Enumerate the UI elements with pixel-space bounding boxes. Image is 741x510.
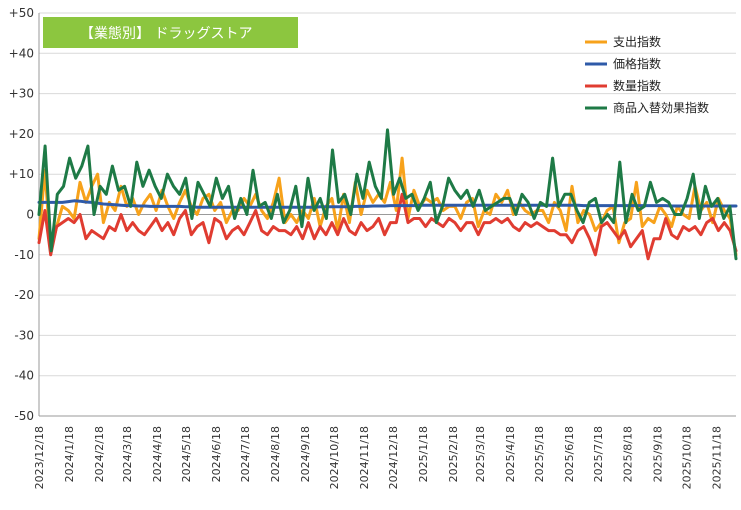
x-tick-label: 2024/11/18 xyxy=(358,426,371,489)
y-tick-label: +10 xyxy=(9,167,34,181)
x-tick-label: 2024/10/18 xyxy=(328,426,341,489)
x-tick-label: 2024/9/18 xyxy=(299,426,312,482)
x-tick-label: 2025/8/18 xyxy=(622,426,635,482)
legend-label: 数量指数 xyxy=(613,78,661,93)
x-tick-label: 2025/2/18 xyxy=(447,426,460,482)
grid-lines xyxy=(38,12,736,417)
series-line-1 xyxy=(37,199,738,209)
x-tick-label: 2024/2/18 xyxy=(93,426,106,482)
series-line-3 xyxy=(37,128,738,261)
x-tick-label: 2024/6/18 xyxy=(210,426,223,482)
x-tick-label: 2025/10/18 xyxy=(681,426,694,489)
y-tick-label: +30 xyxy=(9,87,34,101)
y-tick-label: -10 xyxy=(14,248,34,262)
legend-label: 支出指数 xyxy=(613,34,661,49)
y-axis: -50 -40 -30 -20 -10 0 +10 +20 +30 +40 +50 xyxy=(9,6,34,423)
x-axis: 2023/12/18 2024/1/18 2024/2/18 2024/3/18 202… xyxy=(33,426,724,489)
y-tick-label: -50 xyxy=(14,409,34,423)
x-tick-label: 2024/8/18 xyxy=(269,426,282,482)
y-tick-label: -40 xyxy=(14,369,34,383)
x-tick-label: 2025/5/18 xyxy=(533,426,546,482)
legend-label: 価格指数 xyxy=(613,56,661,71)
x-tick-label: 2025/4/18 xyxy=(504,426,517,482)
y-tick-label: -20 xyxy=(14,288,34,302)
x-tick-label: 2025/7/18 xyxy=(592,426,605,482)
x-tick-label: 2024/12/18 xyxy=(387,426,400,489)
x-tick-label: 2023/12/18 xyxy=(33,426,46,489)
x-tick-label: 2024/4/18 xyxy=(151,426,164,482)
y-tick-label: +20 xyxy=(9,127,34,141)
series-line-2 xyxy=(37,192,738,261)
y-tick-label: +40 xyxy=(9,46,34,60)
x-tick-label: 2025/3/18 xyxy=(474,426,487,482)
legend-label: 商品入替効果指数 xyxy=(613,100,709,115)
y-tick-label: +50 xyxy=(9,6,34,20)
series-lines xyxy=(37,128,738,261)
x-tick-label: 2025/9/18 xyxy=(652,426,665,482)
x-tick-label: 2024/7/18 xyxy=(239,426,252,482)
chart-title-box: 【業態別】 ドラッグストア xyxy=(43,17,298,48)
x-tick-label: 2025/6/18 xyxy=(563,426,576,482)
x-tick-label: 2025/11/18 xyxy=(711,426,724,489)
x-tick-label: 2024/3/18 xyxy=(121,426,134,482)
y-tick-label: 0 xyxy=(26,208,34,222)
chart-title-background xyxy=(43,17,298,48)
x-tick-label: 2024/1/18 xyxy=(63,426,76,482)
x-tick-label: 2024/5/18 xyxy=(180,426,193,482)
x-tick-label: 2025/1/18 xyxy=(417,426,430,482)
y-tick-label: -30 xyxy=(14,328,34,342)
chart-title: 【業態別】 ドラッグストア xyxy=(80,26,252,42)
